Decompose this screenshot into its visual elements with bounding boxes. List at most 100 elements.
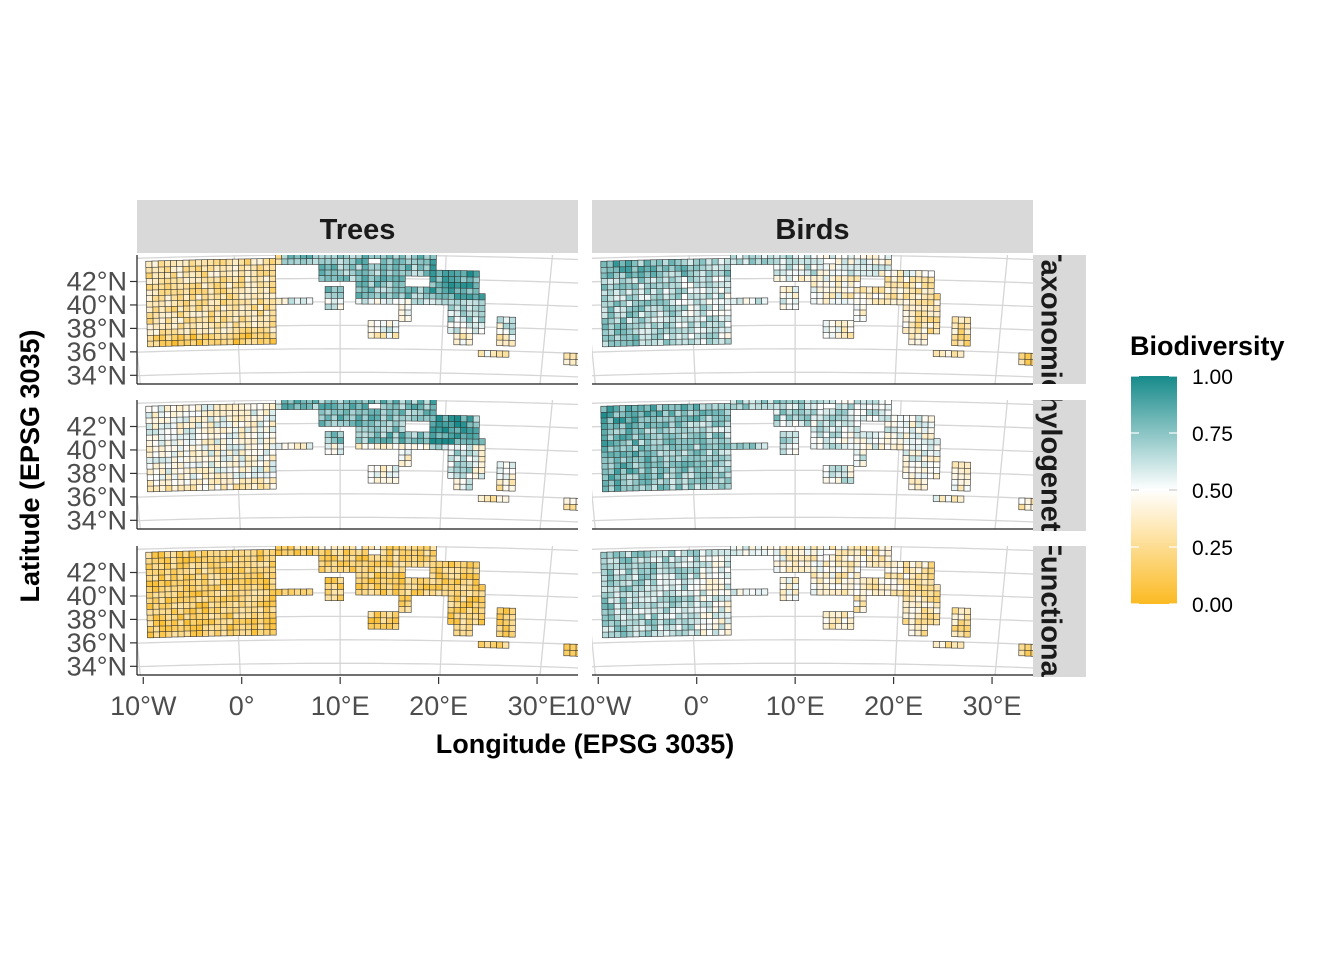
grid-cell: [927, 443, 935, 451]
grid-cell: [441, 572, 449, 580]
grid-cell: [731, 392, 737, 398]
grid-cell: [418, 533, 424, 539]
grid-cell: [312, 546, 320, 550]
grid-cell: [355, 565, 363, 573]
grid-cell: [638, 455, 646, 463]
grid-cell: [361, 255, 369, 259]
grid-cell: [454, 437, 461, 445]
grid-cell: [681, 426, 688, 434]
grid-cell: [220, 454, 228, 462]
grid-cell: [835, 425, 842, 433]
grid-cell: [718, 292, 725, 300]
grid-cell: [381, 386, 387, 392]
grid-cell: [607, 323, 615, 330]
grid-cell: [361, 425, 369, 433]
grid-cell: [219, 572, 227, 580]
grid-cell: [693, 332, 701, 340]
grid-cell: [669, 466, 677, 474]
grid-cell: [853, 408, 861, 416]
grid-cell: [884, 403, 892, 411]
grid-cell: [638, 316, 646, 324]
grid-cell: [337, 263, 344, 271]
grid-cell: [748, 588, 756, 596]
grid-cell: [423, 264, 431, 271]
grid-cell: [885, 538, 891, 544]
grid-cell: [816, 291, 824, 299]
grid-cell: [386, 471, 393, 478]
grid-cell: [920, 472, 928, 479]
grid-cell: [872, 269, 880, 277]
grid-cell: [145, 260, 153, 268]
grid-cell: [195, 595, 203, 603]
grid-cell: [951, 478, 959, 486]
grid-cell: [841, 257, 849, 265]
grid-cell: [724, 549, 731, 556]
grid-cell: [853, 560, 861, 568]
grid-cell: [367, 470, 375, 478]
grid-cell: [337, 577, 344, 584]
grid-cell: [177, 316, 185, 324]
grid-cell: [675, 321, 683, 329]
grid-cell: [220, 449, 227, 457]
grid-cell: [644, 461, 652, 469]
grid-cell: [250, 577, 258, 585]
grid-cell: [748, 257, 756, 265]
grid-cell: [693, 309, 701, 317]
grid-cell: [909, 415, 917, 422]
grid-cell: [810, 431, 818, 438]
grid-cell: [613, 311, 621, 319]
grid-cell: [159, 334, 166, 341]
grid-cell: [932, 641, 940, 648]
grid-cell: [380, 274, 387, 282]
grid-cell: [152, 596, 160, 604]
grid-cell: [804, 269, 812, 276]
x-axis-title: Longitude (EPSG 3035): [436, 729, 735, 759]
row-strip-functional: [1033, 546, 1086, 677]
grid-cell: [337, 257, 344, 265]
grid-cell: [411, 554, 418, 562]
grid-cell: [909, 561, 917, 568]
grid-cell: [785, 257, 793, 265]
grid-cell: [239, 623, 246, 631]
grid-cell: [417, 258, 425, 266]
grid-cell: [915, 415, 923, 423]
grid-cell: [600, 557, 608, 565]
grid-cell: [398, 314, 406, 322]
grid-cell: [625, 260, 632, 267]
grid-cell: [607, 596, 615, 604]
grid-cell: [644, 595, 652, 603]
grid-cell: [613, 322, 621, 330]
grid-cell: [650, 287, 658, 295]
grid-cell: [909, 432, 916, 439]
grid-cell: [675, 309, 683, 317]
grid-cell: [854, 392, 860, 398]
grid-cell: [631, 265, 639, 273]
grid-cell: [718, 465, 726, 473]
grid-cell: [755, 297, 762, 305]
grid-cell: [176, 573, 184, 581]
grid-cell: [625, 427, 633, 435]
grid-cell: [706, 477, 713, 484]
grid-cell: [718, 482, 726, 490]
grid-cell: [411, 269, 418, 277]
grid-cell: [927, 276, 935, 284]
grid-cell: [269, 571, 277, 579]
grid-cell: [465, 332, 473, 340]
grid-cell: [330, 257, 338, 265]
grid-cell: [373, 465, 381, 473]
graticule-parallel: [137, 662, 578, 669]
grid-cell: [355, 548, 363, 556]
grid-cell: [257, 298, 264, 305]
grid-cell: [151, 557, 159, 565]
grid-cell: [202, 478, 209, 485]
grid-cell: [699, 315, 707, 323]
grid-cell: [183, 573, 190, 581]
grid-cell: [502, 316, 510, 324]
grid-cell: [706, 471, 713, 479]
grid-cell: [915, 420, 923, 428]
grid-cell: [380, 571, 387, 579]
grid-cell: [496, 327, 504, 335]
grid-cell: [189, 421, 196, 429]
grid-cell: [631, 282, 639, 290]
grid-cell: [631, 410, 639, 418]
